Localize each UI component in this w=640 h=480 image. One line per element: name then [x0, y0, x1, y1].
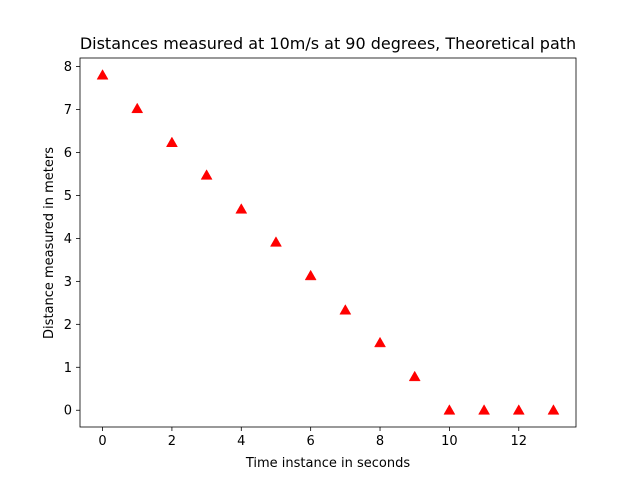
data-point	[270, 236, 282, 247]
data-point	[200, 169, 213, 180]
x-tick-label: 6	[307, 434, 315, 449]
y-tick-label: 4	[64, 232, 72, 247]
data-point	[131, 102, 144, 114]
data-point	[339, 304, 352, 315]
y-tick-label: 6	[64, 146, 72, 161]
data-point	[235, 203, 248, 214]
y-tick-label: 3	[64, 275, 72, 290]
x-tick-label: 0	[98, 434, 106, 449]
axes-frame	[79, 57, 577, 428]
y-tick-label: 0	[64, 404, 72, 419]
data-point	[374, 336, 386, 348]
data-point	[512, 404, 525, 415]
x-tick-label: 8	[376, 434, 384, 449]
x-axis-label: Time instance in seconds	[245, 456, 410, 471]
y-tick-label: 5	[64, 189, 72, 204]
data-point	[304, 269, 317, 281]
y-tick-label: 1	[64, 361, 72, 376]
y-tick-label: 2	[64, 318, 72, 333]
x-tick-label: 2	[168, 434, 176, 449]
x-tick-label: 12	[510, 434, 527, 449]
data-point	[408, 370, 421, 382]
data-point	[478, 404, 491, 415]
y-axis-label: Distance measured in meters	[42, 147, 57, 339]
data-point	[96, 69, 109, 80]
data-point	[443, 404, 456, 415]
data-point	[165, 136, 178, 148]
x-tick-label: 4	[237, 434, 245, 449]
data-point	[547, 404, 560, 415]
x-tick-label: 10	[441, 434, 458, 449]
chart-title: Distances measured at 10m/s at 90 degree…	[80, 34, 576, 53]
y-tick-label: 7	[64, 103, 72, 118]
y-tick-label: 8	[64, 60, 72, 75]
